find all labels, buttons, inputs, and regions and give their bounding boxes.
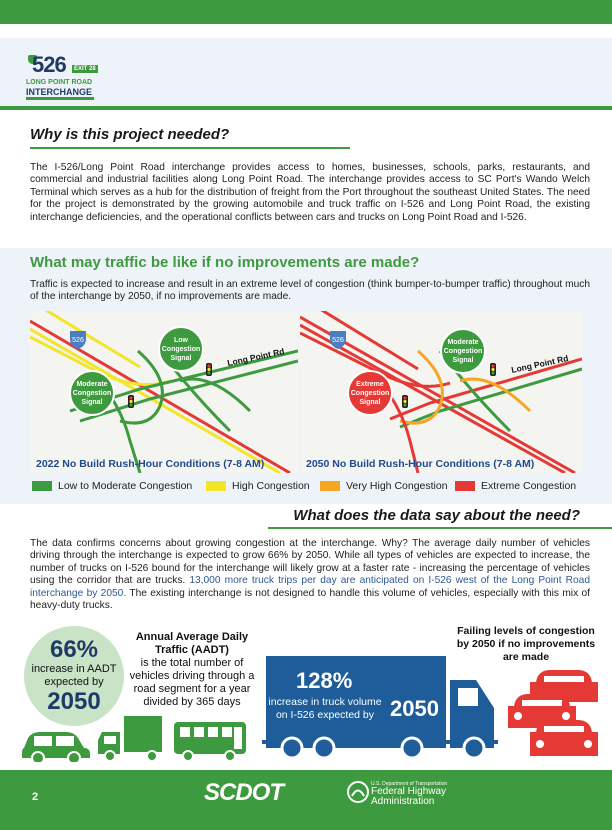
aadt-title: Annual Average Daily Traffic (AADT) xyxy=(135,631,249,656)
data-paragraph: The data confirms concerns about growing… xyxy=(30,538,590,612)
legend-swatch xyxy=(455,481,475,491)
signal-label-line: Signal xyxy=(170,355,191,362)
aadt-stat-circle: 66% increase in AADT expected by 2050 xyxy=(24,626,124,726)
page-number: 2 xyxy=(32,791,39,803)
legend-item: High Congestion xyxy=(206,480,310,492)
aadt-definition: Annual Average Daily Traffic (AADT) is t… xyxy=(124,631,260,709)
truck-percent: 128% xyxy=(296,668,353,693)
logo-line-2: INTERCHANGE xyxy=(26,87,93,97)
signal-label-line: Congestion xyxy=(351,390,390,397)
header-band xyxy=(0,38,612,106)
need-paragraph: The I-526/Long Point Road interchange pr… xyxy=(30,162,590,223)
fhwa-name-line2: Administration xyxy=(371,796,435,807)
signal-badge-moderate: Moderate Congestion Signal xyxy=(440,328,486,374)
signal-badge-extreme: Extreme Congestion Signal xyxy=(347,370,393,416)
aadt-year: 2050 xyxy=(47,688,101,715)
map-shield-number: 526 xyxy=(332,337,344,344)
legend-swatch xyxy=(320,481,340,491)
bus-icon xyxy=(174,722,246,762)
header-divider xyxy=(0,106,612,110)
truck-icon xyxy=(98,716,162,762)
car-icon xyxy=(22,732,90,762)
legend-item: Low to Moderate Congestion xyxy=(32,480,192,492)
signal-label-line: Moderate xyxy=(76,381,107,388)
signal-label-line: Signal xyxy=(359,399,380,406)
signal-label-line: Signal xyxy=(452,357,473,364)
failing-congestion-text: Failing levels of congestion by 2050 if … xyxy=(456,625,596,663)
section-heading-traffic: What may traffic be like if no improveme… xyxy=(30,254,420,271)
signal-label-line: Signal xyxy=(81,399,102,406)
signal-label-line: Congestion xyxy=(162,346,201,353)
logo-route-number: 526 xyxy=(32,52,67,77)
signal-label-line: Low xyxy=(174,337,189,344)
footer-band xyxy=(0,770,612,830)
map-caption-2050: 2050 No Build Rush-Hour Conditions (7-8 … xyxy=(306,458,535,470)
legend-item: Very High Congestion xyxy=(320,480,448,492)
map-2050: 526 Long Point Rd Moderate Congestion Si… xyxy=(300,311,582,473)
logo-underline xyxy=(26,97,94,100)
signal-label-line: Moderate xyxy=(447,339,478,346)
map-2050-drawing: 526 Long Point Rd Moderate Congestion Si… xyxy=(300,311,582,473)
legend-label: Extreme Congestion xyxy=(481,480,577,492)
fhwa-logo-icon xyxy=(347,781,369,803)
map-shield-number: 526 xyxy=(72,337,84,344)
legend-item: Extreme Congestion xyxy=(455,480,576,492)
signal-badge-low: Low Congestion Signal xyxy=(158,326,204,372)
section-rule xyxy=(268,527,612,529)
congested-cars-icon xyxy=(508,670,598,756)
traffic-light-icon xyxy=(402,395,408,408)
aadt-definition-text: is the total number of vehicles driving … xyxy=(129,657,255,708)
legend-label: High Congestion xyxy=(232,480,310,492)
aadt-percent: 66% xyxy=(49,636,99,663)
signal-badge-moderate: Moderate Congestion Signal xyxy=(69,370,115,416)
traffic-light-icon xyxy=(206,363,212,376)
truck-year: 2050 xyxy=(390,696,439,721)
interstate-shield-icon xyxy=(28,55,37,64)
logo-line-1: LONG POINT ROAD xyxy=(26,79,93,86)
vehicles-illustration xyxy=(22,716,246,762)
scdot-logo: SCDOT xyxy=(204,779,284,806)
section-rule xyxy=(30,147,350,149)
traffic-paragraph: Traffic is expected to increase and resu… xyxy=(30,279,590,303)
data-paragraph-highlight: 13,000 more truck trips per day are anti… xyxy=(30,575,590,599)
interstate-shield-icon: 526 xyxy=(330,331,346,349)
section-heading-data: What does the data say about the need? xyxy=(293,507,580,524)
signal-label-line: Congestion xyxy=(444,348,483,355)
interstate-shield-icon: 526 xyxy=(70,331,86,349)
map-2022: 526 Long Point Rd Low Congestion Signal … xyxy=(30,311,298,473)
legend-swatch xyxy=(32,481,52,491)
fhwa-name: Federal Highway Administration xyxy=(371,787,446,807)
signal-label-line: Extreme xyxy=(356,381,384,388)
traffic-light-icon xyxy=(490,363,496,376)
legend-swatch xyxy=(206,481,226,491)
traffic-light-icon xyxy=(128,395,134,408)
legend-label: Very High Congestion xyxy=(346,480,448,492)
legend-label: Low to Moderate Congestion xyxy=(58,480,193,492)
aadt-stat-text: increase in AADT expected by xyxy=(31,663,117,688)
project-logo: 526 EXIT 28 LONG POINT ROAD INTERCHANGE xyxy=(24,52,98,102)
signal-label-line: Congestion xyxy=(73,390,112,397)
map-caption-2022: 2022 No Build Rush-Hour Conditions (7-8 … xyxy=(36,458,265,470)
fhwa-department: U.S. Department of Transportation xyxy=(371,781,448,787)
map-2022-drawing: 526 Long Point Rd Low Congestion Signal … xyxy=(30,311,298,473)
semi-truck-illustration xyxy=(262,656,498,760)
data-paragraph-text: The data confirms concerns about growing… xyxy=(30,538,590,587)
congestion-legend: Low to Moderate Congestion High Congesti… xyxy=(30,480,590,496)
truck-stat-text: increase in truck volume on I-526 expect… xyxy=(268,696,382,721)
top-color-bar xyxy=(0,0,612,24)
logo-exit-badge: EXIT 28 xyxy=(72,65,98,73)
section-heading-need: Why is this project needed? xyxy=(30,126,230,143)
fhwa-name-line1: Federal Highway xyxy=(371,786,447,797)
data-paragraph-text: The existing interchange is not designed… xyxy=(30,587,590,612)
